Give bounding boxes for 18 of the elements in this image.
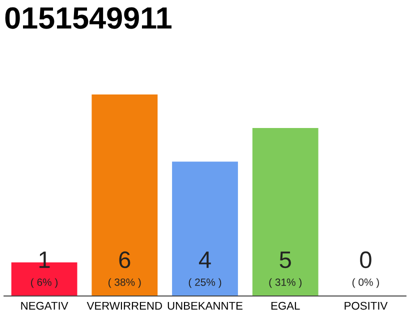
annotation: ( 31% ): [269, 278, 302, 288]
x-tick-label: UNBEKANNTE: [168, 302, 242, 310]
x-tick-label: VERWIRREND: [86, 302, 162, 310]
bar: [172, 162, 238, 296]
x-tick-label: EGAL: [271, 302, 300, 310]
chart-title: 0151549911: [5, 7, 172, 29]
data-label: 5: [280, 252, 291, 268]
annotation: ( 25% ): [188, 278, 222, 288]
x-tick-label: NEGATIV: [21, 302, 68, 310]
data-label: 0: [360, 251, 372, 268]
x-tick-label: POSITIV: [344, 302, 388, 310]
annotation: ( 6% ): [31, 278, 58, 288]
annotation: ( 38% ): [108, 278, 141, 288]
data-label: 6: [119, 251, 130, 268]
bar: [92, 94, 158, 296]
data-label: 4: [198, 252, 211, 268]
bar: [252, 128, 318, 296]
annotation: ( 0% ): [352, 278, 379, 288]
